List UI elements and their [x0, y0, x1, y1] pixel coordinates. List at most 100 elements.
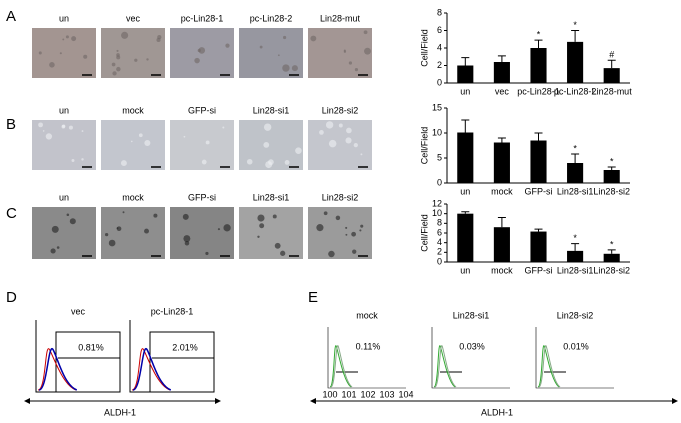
colony [257, 235, 260, 238]
y-tick-label: 10 [432, 208, 442, 218]
axis-tick-label: 100 [322, 389, 337, 399]
colony [122, 211, 125, 214]
plot-frame [535, 327, 614, 389]
bar [493, 142, 510, 183]
annotation: * [573, 233, 577, 243]
x-tick-label: pc-Lin28-1 [517, 86, 560, 96]
bar [457, 65, 474, 83]
colony [38, 122, 43, 128]
histogram-curve [330, 345, 353, 388]
x-tick-label: un [460, 186, 470, 196]
histogram-curve [537, 345, 560, 388]
x-axis-label: ALDH-1 [481, 407, 513, 417]
image-label: Lin28-si2 [322, 192, 359, 202]
x-tick-label: Lin28-si2 [593, 186, 630, 196]
error-bar [534, 132, 543, 141]
image-label: vec [126, 13, 141, 23]
colony [153, 213, 158, 218]
y-tick-label: 0 [437, 256, 442, 266]
annotation: * [610, 156, 614, 166]
x-tick-label: Lin28-mut [592, 86, 633, 96]
plot-label: mock [356, 310, 378, 320]
y-tick-label: 10 [432, 127, 442, 137]
annotation: # [609, 50, 614, 60]
colony [71, 36, 77, 42]
micrograph [308, 120, 372, 170]
y-tick-label: 15 [432, 102, 442, 112]
micrograph [308, 207, 372, 259]
colony [343, 50, 347, 53]
colony [198, 47, 206, 54]
colony [144, 139, 151, 146]
annotation: * [610, 239, 614, 249]
histogram-curve [538, 345, 561, 388]
colony [116, 55, 121, 60]
plot-frame [327, 327, 406, 389]
panel-letter: B [6, 116, 16, 133]
y-tick-label: 6 [437, 25, 442, 35]
colony [197, 48, 201, 53]
micrograph [170, 207, 234, 259]
image-label: Lin28-si1 [253, 105, 290, 115]
colony [146, 58, 149, 61]
gate-percent: 0.81% [78, 342, 104, 352]
image-label: un [59, 105, 69, 115]
colony [360, 224, 364, 228]
gate-percent: 2.01% [172, 342, 198, 352]
image-label: GFP-si [188, 105, 216, 115]
error-bar [571, 243, 580, 251]
histogram-curve [131, 348, 171, 391]
colony [49, 62, 55, 68]
colony [291, 65, 298, 72]
colony [45, 133, 53, 140]
y-tick-label: 2 [437, 247, 442, 257]
colony [116, 227, 119, 230]
error-bar [461, 119, 470, 133]
micrograph [239, 207, 303, 259]
colony [61, 124, 66, 129]
colony [345, 226, 348, 229]
colony [108, 239, 116, 247]
colony [38, 51, 42, 55]
colony [335, 215, 341, 221]
y-tick-label: 8 [437, 218, 442, 228]
colony [138, 133, 143, 138]
y-tick-label: 0 [437, 77, 442, 87]
colony [83, 54, 88, 59]
x-axis-label: ALDH-1 [104, 407, 136, 417]
colony [205, 140, 210, 145]
colony [246, 158, 253, 165]
panel-letter: A [6, 8, 16, 25]
image-label: mock [122, 192, 144, 202]
error-bar [571, 153, 580, 163]
colony [259, 45, 263, 49]
colony [111, 62, 116, 67]
bar [530, 231, 547, 262]
colony [223, 224, 231, 232]
y-tick-label: 4 [437, 42, 442, 52]
error-bar [461, 211, 470, 214]
y-tick-label: 2 [437, 60, 442, 70]
colony [222, 126, 225, 129]
y-tick-label: 8 [437, 7, 442, 17]
axis-tick-label: 101 [341, 389, 356, 399]
annotation: * [573, 143, 577, 153]
arrowhead [24, 398, 30, 404]
colony [144, 228, 149, 234]
x-tick-label: mock [491, 186, 513, 196]
image-label: mock [122, 105, 144, 115]
error-bar [497, 137, 506, 143]
gate-box [55, 331, 121, 393]
error-bar [497, 55, 506, 62]
micrograph [32, 207, 96, 259]
bar [603, 253, 620, 262]
bar [493, 62, 510, 83]
colony [81, 130, 84, 132]
bar [457, 132, 474, 183]
gate-percent: 0.11% [356, 341, 381, 351]
arrowhead [310, 398, 316, 404]
colony [116, 66, 121, 72]
x-tick-label: Lin28-si1 [557, 265, 594, 275]
error-bar [607, 249, 616, 254]
y-tick-label: 6 [437, 227, 442, 237]
